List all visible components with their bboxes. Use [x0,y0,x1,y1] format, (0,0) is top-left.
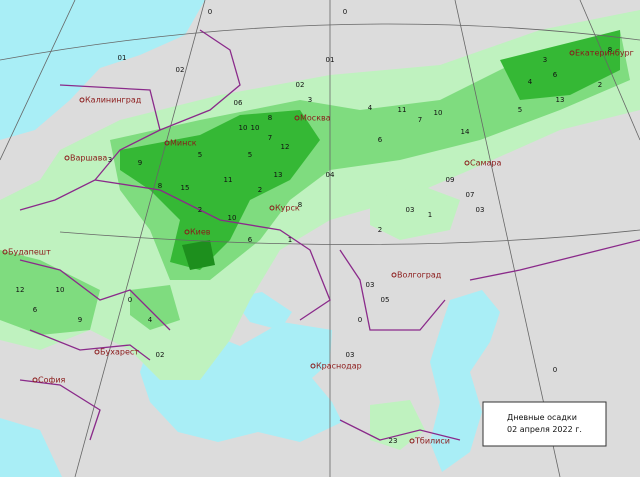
station-value: 8 [298,201,302,209]
city-label: Киев [190,228,211,237]
station-value: 4 [368,104,373,112]
station-value: 3 [308,96,312,104]
station-value: 8 [268,114,272,122]
station-value: 5 [198,151,202,159]
station-value: 9 [138,159,142,167]
station-value: 12 [16,286,25,294]
station-value: 0 [208,8,212,16]
city-label: София [38,376,66,385]
station-value: 10 [56,286,65,294]
station-value: 10 [251,124,260,132]
station-value: 4 [528,78,533,86]
station-value: 0 [553,366,557,374]
station-value: 09 [446,176,455,184]
cities: Калининград Минск Варшава Москва Киев Курск Са… [2,49,634,446]
city-label: Тбилиси [414,437,450,446]
station-value: 07 [466,191,475,199]
city-label: Волгоград [397,271,442,280]
city-label: Самара [470,159,502,168]
station-value: 10 [434,109,443,117]
city-marker [2,249,8,255]
station-value: 5 [518,106,522,114]
city-label: Краснодар [316,362,362,371]
station-value: 1 [288,236,292,244]
station-value: 11 [224,176,233,184]
city-marker [269,205,275,211]
legend: Дневные осадки 02 апреля 2022 г. [482,401,607,447]
station-value: 01 [118,54,127,62]
station-value: 13 [556,96,565,104]
city-marker [64,155,70,161]
station-value: 23 [389,437,398,445]
station-value: 2 [258,186,262,194]
station-value: 7 [268,134,272,142]
station-value: 0 [358,316,362,324]
station-value: 10 [228,214,237,222]
city-marker [184,229,190,235]
city-marker [32,377,38,383]
station-value: 1 [428,211,432,219]
station-value: 12 [281,143,290,151]
station-value: 02 [156,351,165,359]
station-value: 4 [148,316,153,324]
legend-box [482,401,607,447]
station-value: 03 [406,206,415,214]
station-value: 01 [326,56,335,64]
station-value: 8 [608,46,612,54]
station-value: 06 [234,99,243,107]
city-label: Курск [275,204,300,213]
station-value: 6 [553,71,558,79]
city-label: Калининград [85,96,142,105]
station-value: 02 [176,66,185,74]
station-value: 05 [381,296,390,304]
station-value: 10 [239,124,248,132]
station-value: 8 [158,182,162,190]
station-value: 7 [418,116,422,124]
city-marker [310,363,316,369]
station-value: 2 [198,206,202,214]
city-label: Будапешт [8,248,51,257]
station-value: 6 [248,236,253,244]
city-label: Бухарест [100,348,139,357]
station-value: 6 [378,136,383,144]
station-value: 2 [378,226,382,234]
city-marker [294,115,300,121]
station-value: 3 [108,156,112,164]
city-marker [79,97,85,103]
station-value: 0 [128,296,132,304]
city-marker [164,140,170,146]
precipitation [0,10,640,450]
city-label: Варшава [70,154,107,163]
city-marker [391,272,397,278]
city-label: Москва [300,114,331,123]
station-value: 15 [181,184,190,192]
city-marker [464,160,470,166]
station-value: 14 [461,128,470,136]
station-value: 03 [346,351,355,359]
station-value: 9 [78,316,82,324]
station-value: 03 [476,206,485,214]
station-value: 13 [274,171,283,179]
city-label: Минск [170,139,197,148]
city-marker [409,438,415,444]
city-marker [94,349,100,355]
city-label: Екатеринбург [575,49,634,58]
station-value: 03 [366,281,375,289]
station-value: 5 [248,151,252,159]
borders [19,29,640,441]
station-value: 11 [398,106,407,114]
station-value: 04 [326,171,335,179]
station-value: 0 [343,8,347,16]
city-marker [569,50,575,56]
legend-title: Дневные осадки [507,413,577,422]
station-value: 2 [598,81,602,89]
station-value: 6 [33,306,38,314]
legend-date: 02 апреля 2022 г. [507,425,582,434]
station-value: 02 [296,81,305,89]
station-value: 3 [543,56,547,64]
